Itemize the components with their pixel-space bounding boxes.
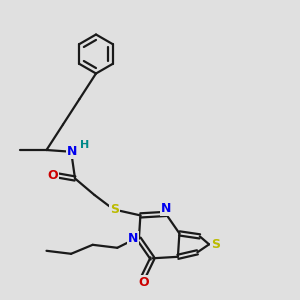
Text: N: N bbox=[128, 232, 138, 245]
Text: H: H bbox=[80, 140, 89, 150]
Text: S: S bbox=[211, 238, 220, 251]
Text: O: O bbox=[47, 169, 58, 182]
Text: N: N bbox=[67, 145, 77, 158]
Text: O: O bbox=[138, 276, 149, 289]
Text: N: N bbox=[161, 202, 171, 215]
Text: S: S bbox=[110, 203, 119, 216]
